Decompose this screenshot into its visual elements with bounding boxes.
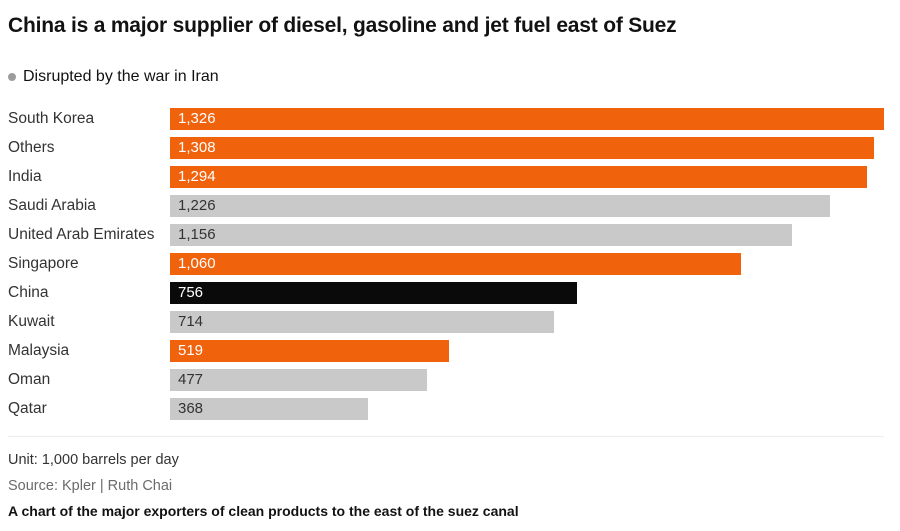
value-label: 1,294 <box>178 168 216 186</box>
bar: 1,308 <box>170 137 875 160</box>
category-label: Oman <box>8 371 51 389</box>
value-label: 368 <box>178 400 204 418</box>
chart-row: India 1,294 <box>8 166 884 189</box>
value-label: 714 <box>178 313 204 331</box>
chart-row: Others 1,308 <box>8 137 884 160</box>
bar: 368 <box>170 398 369 421</box>
bar-track: 368 <box>170 398 884 421</box>
value-label: 1,226 <box>178 197 216 215</box>
category-label: China <box>8 284 49 302</box>
chart-row: Singapore 1,060 <box>8 253 884 276</box>
bar-track: 1,294 <box>170 166 884 189</box>
category-label: India <box>8 168 42 186</box>
value-label: 1,308 <box>178 139 216 157</box>
bar: 714 <box>170 311 555 334</box>
chart-container: China is a major supplier of diesel, gas… <box>8 14 884 519</box>
category-label: United Arab Emirates <box>8 226 155 244</box>
bar: 756 <box>170 282 578 305</box>
chart-footer: Unit: 1,000 barrels per day Source: Kple… <box>8 436 884 519</box>
category-label: Others <box>8 139 55 157</box>
chart-row: United Arab Emirates 1,156 <box>8 224 884 247</box>
category-label: Malaysia <box>8 342 70 360</box>
chart-row: Oman 477 <box>8 369 884 392</box>
value-label: 1,156 <box>178 226 216 244</box>
bar-track: 1,308 <box>170 137 884 160</box>
chart-row: Qatar 368 <box>8 398 884 421</box>
category-label: Singapore <box>8 255 79 273</box>
bar-chart: South Korea 1,326 Others 1,308 India 1,294 Sau… <box>8 108 884 421</box>
unit-note: Unit: 1,000 barrels per day <box>8 452 179 469</box>
bar-track: 1,226 <box>170 195 884 218</box>
value-label: 519 <box>178 342 204 360</box>
value-label: 1,060 <box>178 255 216 273</box>
legend: Disrupted by the war in Iran <box>8 68 884 86</box>
bar: 1,294 <box>170 166 867 189</box>
value-label: 1,326 <box>178 110 216 128</box>
category-label: Saudi Arabia <box>8 197 96 215</box>
category-label: South Korea <box>8 110 95 128</box>
chart-rows: South Korea 1,326 Others 1,308 India 1,294 Sau… <box>8 108 884 421</box>
bar-track: 477 <box>170 369 884 392</box>
bar: 1,060 <box>170 253 741 276</box>
legend-dot-icon <box>8 73 16 82</box>
bar-track: 1,326 <box>170 108 884 131</box>
bar: 1,226 <box>170 195 831 218</box>
source-note: Source: Kpler | Ruth Chai <box>8 478 173 495</box>
chart-row: Malaysia 519 <box>8 340 884 363</box>
chart-row: Kuwait 714 <box>8 311 884 334</box>
bar-track: 1,156 <box>170 224 884 247</box>
chart-row: South Korea 1,326 <box>8 108 884 131</box>
legend-label: Disrupted by the war in Iran <box>23 68 219 86</box>
bar: 519 <box>170 340 450 363</box>
value-label: 477 <box>178 371 204 389</box>
chart-row: Saudi Arabia 1,226 <box>8 195 884 218</box>
category-label: Qatar <box>8 400 47 418</box>
bar-track: 714 <box>170 311 884 334</box>
bar-track: 756 <box>170 282 884 305</box>
bar: 477 <box>170 369 427 392</box>
bar-track: 1,060 <box>170 253 884 276</box>
category-label: Kuwait <box>8 313 55 331</box>
caption-note: A chart of the major exporters of clean … <box>8 503 519 520</box>
value-label: 756 <box>178 284 204 302</box>
bar: 1,326 <box>170 108 884 131</box>
chart-row: China 756 <box>8 282 884 305</box>
bar: 1,156 <box>170 224 793 247</box>
chart-title: China is a major supplier of diesel, gas… <box>8 14 677 37</box>
bar-track: 519 <box>170 340 884 363</box>
